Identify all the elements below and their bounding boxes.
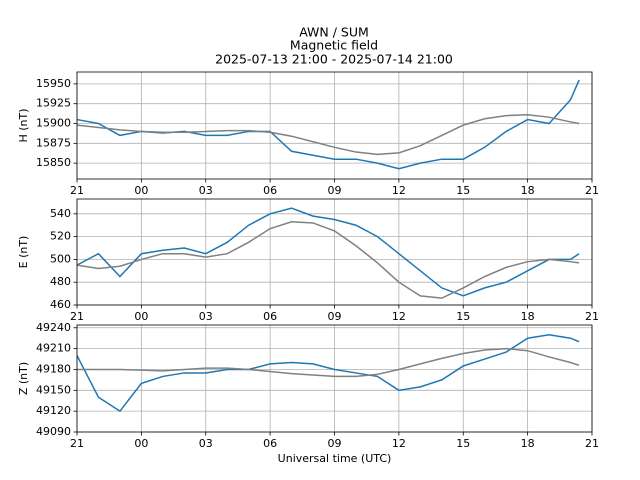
plot-frame [76,71,593,180]
plot-frame [76,198,593,306]
x-tick-label: 06 [263,310,277,323]
y-tick-label: 15875 [36,136,71,149]
data-line [76,333,580,413]
x-tick-label: 12 [392,437,406,450]
y-tick-label: 15925 [36,97,71,110]
x-tick-label: 21 [585,437,599,450]
x-tick-label: 21 [585,310,599,323]
x-tick-label: 03 [199,184,213,197]
plot-frame [76,324,593,433]
y-tick-label: 480 [50,275,71,288]
y-tick-label: 49210 [36,342,71,355]
y-tick-label: 15950 [36,77,71,90]
x-tick-label: 15 [456,184,470,197]
y-tick-label: 49240 [36,321,71,334]
y-tick-label: 49090 [36,425,71,438]
x-tick-label: 03 [199,310,213,323]
y-tick-label: 500 [50,252,71,265]
x-tick-label: 00 [134,310,148,323]
x-tick-label: 09 [328,310,342,323]
x-tick-label: 00 [134,437,148,450]
title-line: 2025-07-13 21:00 - 2025-07-14 21:00 [215,52,453,67]
y-tick-label: 49120 [36,404,71,417]
y-tick-label: 520 [50,230,71,243]
x-tick-label: 06 [263,184,277,197]
y-tick-label: 49150 [36,383,71,396]
y-tick-label: 15900 [36,117,71,130]
x-tick-label: 09 [328,184,342,197]
x-tick-label: 12 [392,310,406,323]
title-line: Magnetic field [290,38,378,53]
y-axis-label: Z (nT) [17,362,30,395]
y-tick-label: 15850 [36,156,71,169]
x-tick-label: 18 [521,437,535,450]
y-tick-label: 49180 [36,362,71,375]
x-tick-label: 00 [134,184,148,197]
x-tick-label: 18 [521,184,535,197]
y-axis-label: E (nT) [17,236,30,269]
data-line [76,221,580,299]
x-tick-label: 18 [521,310,535,323]
data-line [76,79,580,170]
x-tick-label: 21 [70,437,84,450]
x-tick-label: 21 [70,310,84,323]
x-tick-label: 06 [263,437,277,450]
x-tick-label: 09 [328,437,342,450]
y-tick-label: 540 [50,207,71,220]
x-tick-label: 21 [70,184,84,197]
x-tick-label: 15 [456,310,470,323]
x-tick-label: 12 [392,184,406,197]
data-line [77,347,580,378]
title-line: AWN / SUM [299,25,369,40]
y-axis-label: H (nT) [17,108,30,142]
data-line [76,207,580,297]
y-tick-label: 460 [50,298,71,311]
x-tick-label: 15 [456,437,470,450]
x-axis-label: Universal time (UTC) [278,452,392,465]
x-tick-label: 21 [585,184,599,197]
x-tick-label: 03 [199,437,213,450]
data-line [76,114,580,156]
